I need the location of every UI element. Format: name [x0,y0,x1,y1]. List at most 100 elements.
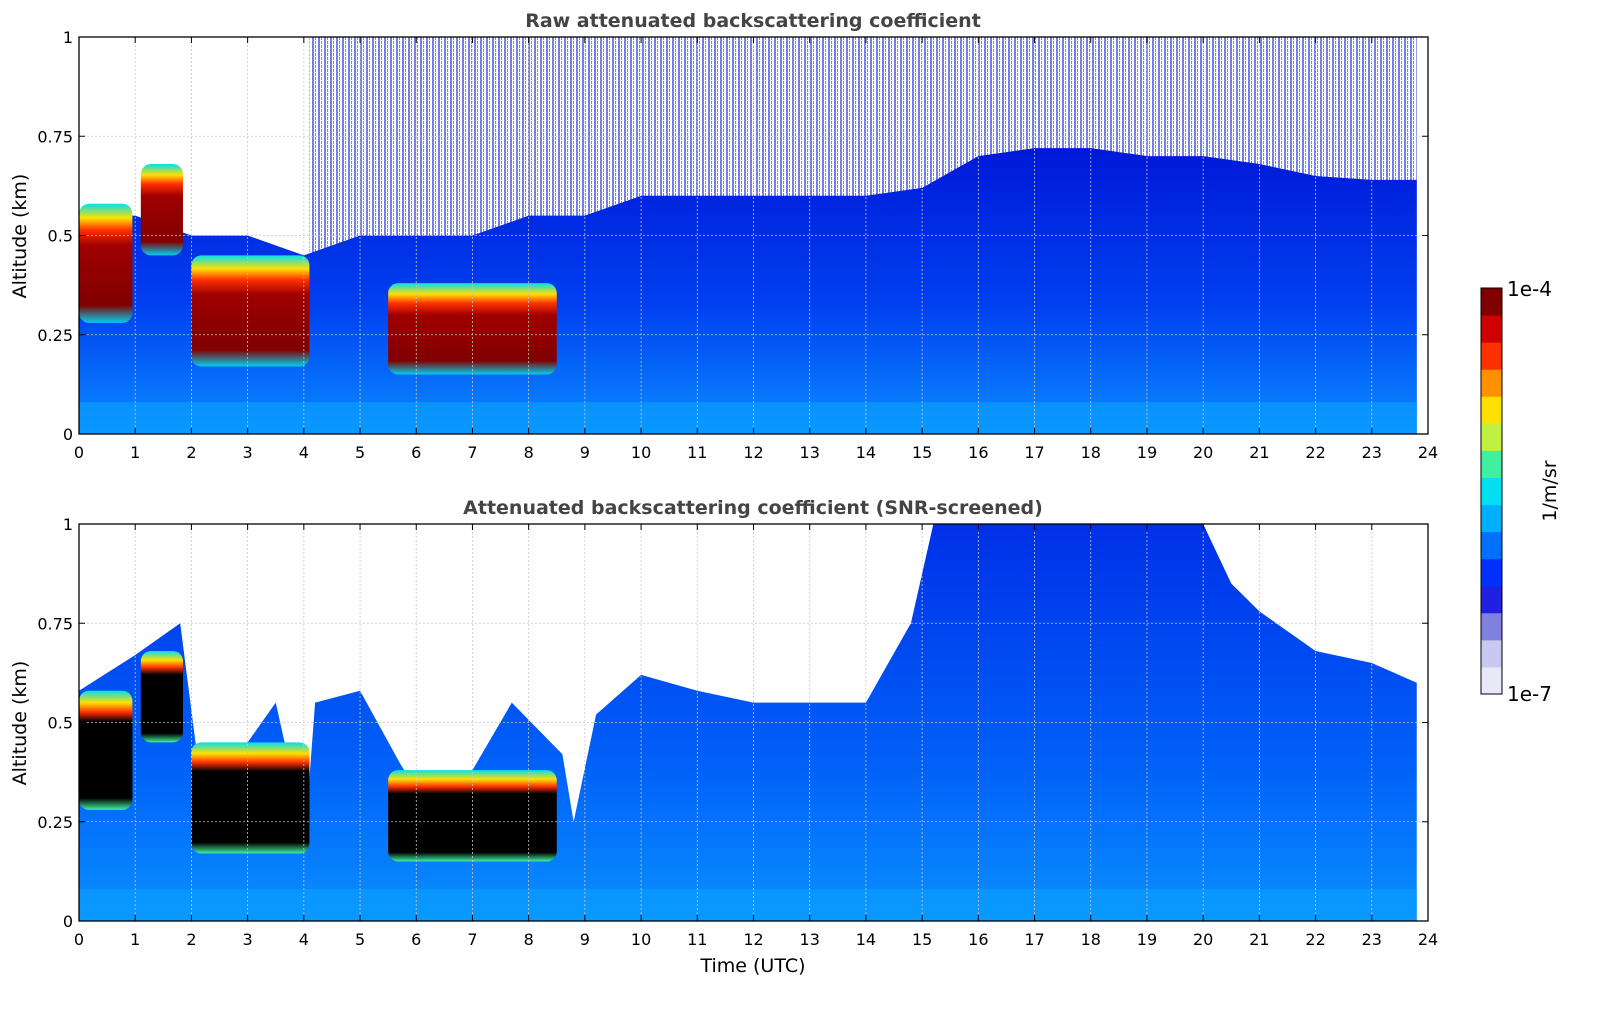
y-axis-label: Altitude (km) [9,174,31,299]
cloud-layer [79,690,133,810]
x-tick-label: 16 [968,930,988,949]
x-axis: 0 1 2 3 4 5 6 7 8 9 10 11 12 13 14 15 16 17 18 19 20 21 22 23 24 [74,37,1438,462]
colorbar-step [1481,342,1502,370]
x-tick-label: 9 [580,443,590,462]
x-tick-label: 14 [856,930,876,949]
cloud-layer [79,203,133,323]
colorbar-step [1481,585,1502,614]
y-axis: 0 0.25 0.5 0.75 1 [37,515,1428,931]
x-tick-label: 22 [1305,443,1325,462]
x-tick-label: 21 [1249,930,1269,949]
colorbar-frame [1480,287,1503,695]
x-tick-label: 8 [524,443,534,462]
y-axis: 0 0.25 0.5 0.75 1 [37,28,1428,444]
x-tick-label: 12 [743,930,763,949]
colorbar-step [1481,450,1502,478]
colorbar-step [1481,288,1502,316]
plot-area [78,523,1429,922]
colorbar: 1e-4 1e-7 1/m/sr [1480,277,1561,706]
colorbar-step [1481,612,1502,641]
cloud-layer [140,651,183,743]
x-tick-label: 0 [74,443,84,462]
x-tick-label: 5 [355,443,365,462]
x-tick-label: 13 [800,930,820,949]
x-tick-label: 22 [1305,930,1325,949]
colorbar-step [1481,531,1502,560]
colorbar-step [1481,558,1502,587]
cloud-layer [191,742,310,854]
panel-raw: Raw attenuated backscattering coefficien… [9,10,1438,462]
plot-area [78,36,1429,435]
x-tick-label: 10 [631,930,651,949]
x-tick-label: 24 [1418,930,1438,949]
x-tick-label: 4 [299,930,309,949]
x-tick-label: 7 [467,443,477,462]
x-tick-label: 13 [800,443,820,462]
x-tick-label: 0 [74,930,84,949]
y-tick-label: 0.75 [37,127,73,146]
x-tick-label: 15 [912,443,932,462]
x-tick-label: 1 [130,930,140,949]
x-tick-label: 20 [1193,930,1213,949]
colorbar-max-label: 1e-4 [1507,277,1552,301]
y-axis-label: Altitude (km) [9,661,31,786]
colorbar-step [1481,666,1502,695]
colorbar-step [1481,477,1502,506]
x-tick-label: 23 [1362,930,1382,949]
y-tick-label: 1 [63,515,73,534]
x-tick-label: 18 [1081,930,1101,949]
x-tick-label: 1 [130,443,140,462]
x-tick-label: 3 [243,443,253,462]
x-tick-label: 24 [1418,443,1438,462]
x-tick-label: 15 [912,930,932,949]
panel-snr-screened: Attenuated backscattering coefficient (S… [9,497,1438,977]
surface-band [79,402,1417,434]
x-tick-label: 20 [1193,443,1213,462]
x-tick-label: 9 [580,930,590,949]
x-tick-label: 8 [524,930,534,949]
y-tick-label: 1 [63,28,73,47]
x-tick-label: 10 [631,443,651,462]
x-tick-label: 6 [411,930,421,949]
x-tick-label: 2 [186,930,196,949]
x-tick-label: 19 [1137,443,1157,462]
y-tick-label: 0.5 [48,227,73,246]
colorbar-step [1481,396,1502,424]
colorbar-min-label: 1e-7 [1507,682,1552,706]
x-tick-label: 16 [968,443,988,462]
x-axis: 0 1 2 3 4 5 6 7 8 9 10 11 12 13 14 15 16 17 18 19 20 21 22 23 24 [74,524,1438,949]
colorbar-step [1481,315,1502,343]
colorbar-steps [1481,288,1502,695]
x-tick-label: 14 [856,443,876,462]
x-tick-label: 4 [299,443,309,462]
x-tick-label: 11 [687,443,707,462]
y-tick-label: 0 [63,425,73,444]
x-tick-label: 17 [1024,443,1044,462]
x-tick-label: 21 [1249,443,1269,462]
cloud-layer [388,283,557,375]
colorbar-step [1481,369,1502,397]
colorbar-step [1481,504,1502,533]
x-tick-label: 23 [1362,443,1382,462]
x-tick-label: 11 [687,930,707,949]
x-axis-label: Time (UTC) [699,955,805,977]
x-tick-label: 19 [1137,930,1157,949]
y-tick-label: 0.75 [37,614,73,633]
x-tick-label: 3 [243,930,253,949]
chart-title: Attenuated backscattering coefficient (S… [463,497,1043,519]
colorbar-step [1481,423,1502,451]
y-tick-label: 0.25 [37,813,73,832]
colorbar-step [1481,639,1502,668]
colorbar-unit-label: 1/m/sr [1539,460,1561,521]
chart-title: Raw attenuated backscattering coefficien… [525,10,981,32]
x-tick-label: 17 [1024,930,1044,949]
y-tick-label: 0.5 [48,714,73,733]
cloud-layer [191,255,310,367]
surface-band [79,889,1417,921]
cloud-layer [388,770,557,862]
x-tick-label: 7 [467,930,477,949]
y-tick-label: 0.25 [37,326,73,345]
y-tick-label: 0 [63,912,73,931]
x-tick-label: 6 [411,443,421,462]
